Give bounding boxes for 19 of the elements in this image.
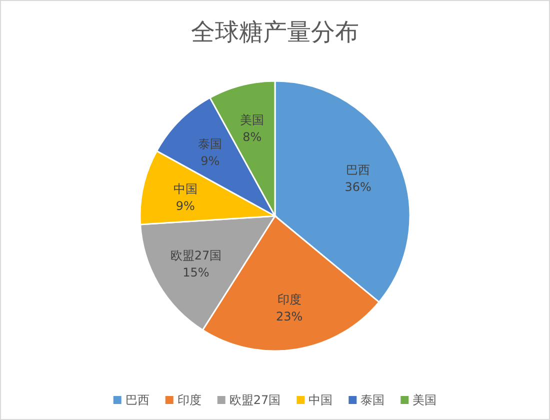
slice-label: 印度 <box>277 292 302 307</box>
slice-label: 欧盟27国 <box>170 248 222 263</box>
data-label: 15% <box>182 266 210 280</box>
slice-label: 泰国 <box>198 137 222 152</box>
data-label: 8% <box>242 130 262 144</box>
data-label: 36% <box>344 180 372 194</box>
legend-label: 印度 <box>177 393 202 407</box>
legend-label: 泰国 <box>360 393 385 407</box>
data-label: 9% <box>200 154 220 168</box>
slice-label: 美国 <box>240 113 264 128</box>
slice-label: 中国 <box>173 182 198 196</box>
legend-label: 美国 <box>412 393 437 407</box>
data-label: 9% <box>176 198 195 213</box>
slice-label: 巴西 <box>346 162 370 177</box>
chart-title: 全球糖产量分布 <box>191 18 359 46</box>
data-label: 23% <box>276 310 303 324</box>
legend-label: 巴西 <box>125 393 150 407</box>
legend-label: 中国 <box>308 393 333 407</box>
legend-label: 欧盟27国 <box>229 393 281 407</box>
